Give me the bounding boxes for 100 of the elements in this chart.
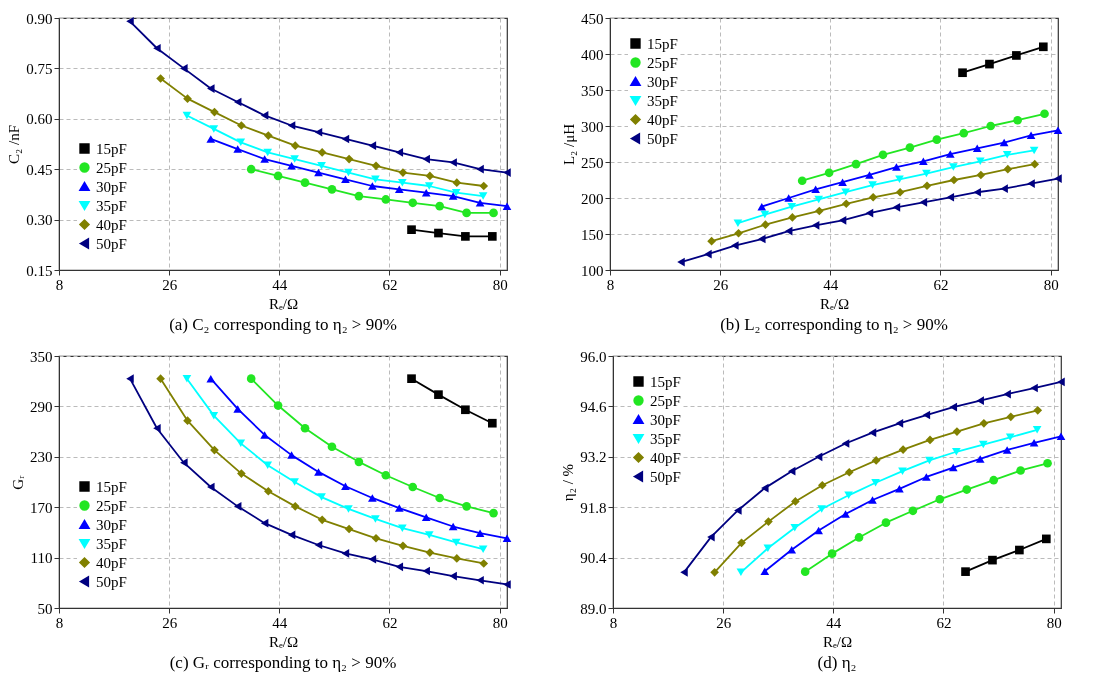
point — [180, 64, 188, 73]
point — [761, 220, 770, 229]
point — [979, 418, 989, 428]
point — [434, 228, 443, 238]
point — [317, 148, 327, 157]
y-tick-label: 90.4 — [580, 550, 607, 567]
y-tick-label: 0.30 — [26, 212, 53, 229]
point — [395, 148, 404, 157]
point — [710, 568, 719, 577]
point — [287, 121, 296, 130]
x-tick-label: 44 — [823, 276, 839, 293]
point — [1029, 439, 1039, 447]
point — [1003, 164, 1013, 174]
point — [502, 202, 512, 210]
point — [811, 185, 820, 194]
legend-label: 50pF — [650, 468, 681, 485]
point — [949, 402, 958, 412]
point — [784, 226, 793, 236]
point — [737, 538, 746, 548]
point — [1026, 131, 1036, 140]
point — [424, 531, 434, 539]
x-tick-label: 44 — [272, 614, 288, 631]
x-tick-label: 44 — [272, 276, 288, 293]
point — [784, 194, 794, 202]
y-tick-label: 400 — [581, 46, 604, 63]
point — [827, 549, 837, 558]
point — [838, 215, 847, 225]
x-tick-label: 26 — [162, 276, 178, 293]
legend-label: 25pF — [647, 54, 678, 71]
point — [838, 178, 847, 186]
point — [922, 169, 931, 178]
legend-label: 35pF — [650, 430, 681, 447]
point — [976, 396, 984, 405]
point — [1043, 458, 1052, 468]
point — [182, 374, 192, 383]
point — [341, 549, 350, 558]
y-tick-label: 150 — [581, 226, 604, 243]
point — [1040, 109, 1049, 119]
point — [898, 467, 907, 475]
point — [811, 221, 820, 230]
point — [1016, 466, 1025, 475]
point — [817, 480, 827, 490]
point — [790, 523, 800, 532]
legend-label: 50pF — [96, 235, 127, 252]
point — [868, 428, 877, 438]
point — [757, 202, 767, 211]
point — [1056, 432, 1066, 441]
point — [1015, 545, 1024, 555]
point — [1003, 389, 1011, 399]
y-axis-title: η₂ / % — [560, 463, 577, 502]
point — [300, 423, 310, 433]
x-tick-label: 80 — [1043, 276, 1059, 293]
point — [1032, 426, 1042, 434]
point — [978, 440, 988, 449]
point — [327, 185, 337, 194]
point — [1002, 446, 1012, 454]
point — [273, 401, 283, 410]
point — [233, 502, 242, 511]
y-tick-label: 89.0 — [580, 600, 607, 617]
point — [761, 483, 769, 493]
legend-label: 15pF — [96, 140, 127, 157]
point — [287, 162, 296, 170]
point — [1041, 534, 1051, 544]
y-tick-label: 450 — [581, 10, 604, 27]
x-tick-label: 62 — [933, 276, 949, 293]
point — [233, 145, 243, 153]
point — [800, 567, 810, 576]
y-tick-label: 91.8 — [580, 499, 607, 516]
legend-label: 40pF — [650, 449, 681, 466]
point — [949, 175, 959, 185]
point — [381, 470, 391, 480]
point — [207, 482, 215, 492]
y-tick-label: 50 — [37, 600, 53, 617]
point — [487, 232, 497, 241]
legend-label: 40pF — [96, 216, 127, 233]
point — [976, 170, 986, 180]
point — [156, 374, 165, 384]
y-tick-label: 0.15 — [26, 262, 53, 279]
x-tick-label: 26 — [162, 614, 178, 631]
point — [425, 171, 435, 181]
x-tick-label: 80 — [492, 276, 508, 293]
y-axis-title: Gᵣ — [10, 474, 26, 490]
point — [734, 506, 742, 515]
point — [841, 439, 850, 448]
point — [314, 468, 323, 476]
point — [314, 127, 323, 137]
point — [461, 405, 470, 415]
point — [476, 164, 484, 174]
point — [959, 128, 969, 138]
point — [932, 135, 942, 144]
point — [246, 374, 256, 383]
point — [763, 544, 773, 552]
x-tick-label: 80 — [492, 614, 508, 631]
point — [183, 416, 192, 426]
point — [263, 486, 273, 496]
point — [922, 181, 932, 191]
x-tick-label: 8 — [55, 614, 64, 631]
point — [290, 155, 299, 163]
point — [354, 457, 364, 467]
point — [814, 526, 823, 535]
